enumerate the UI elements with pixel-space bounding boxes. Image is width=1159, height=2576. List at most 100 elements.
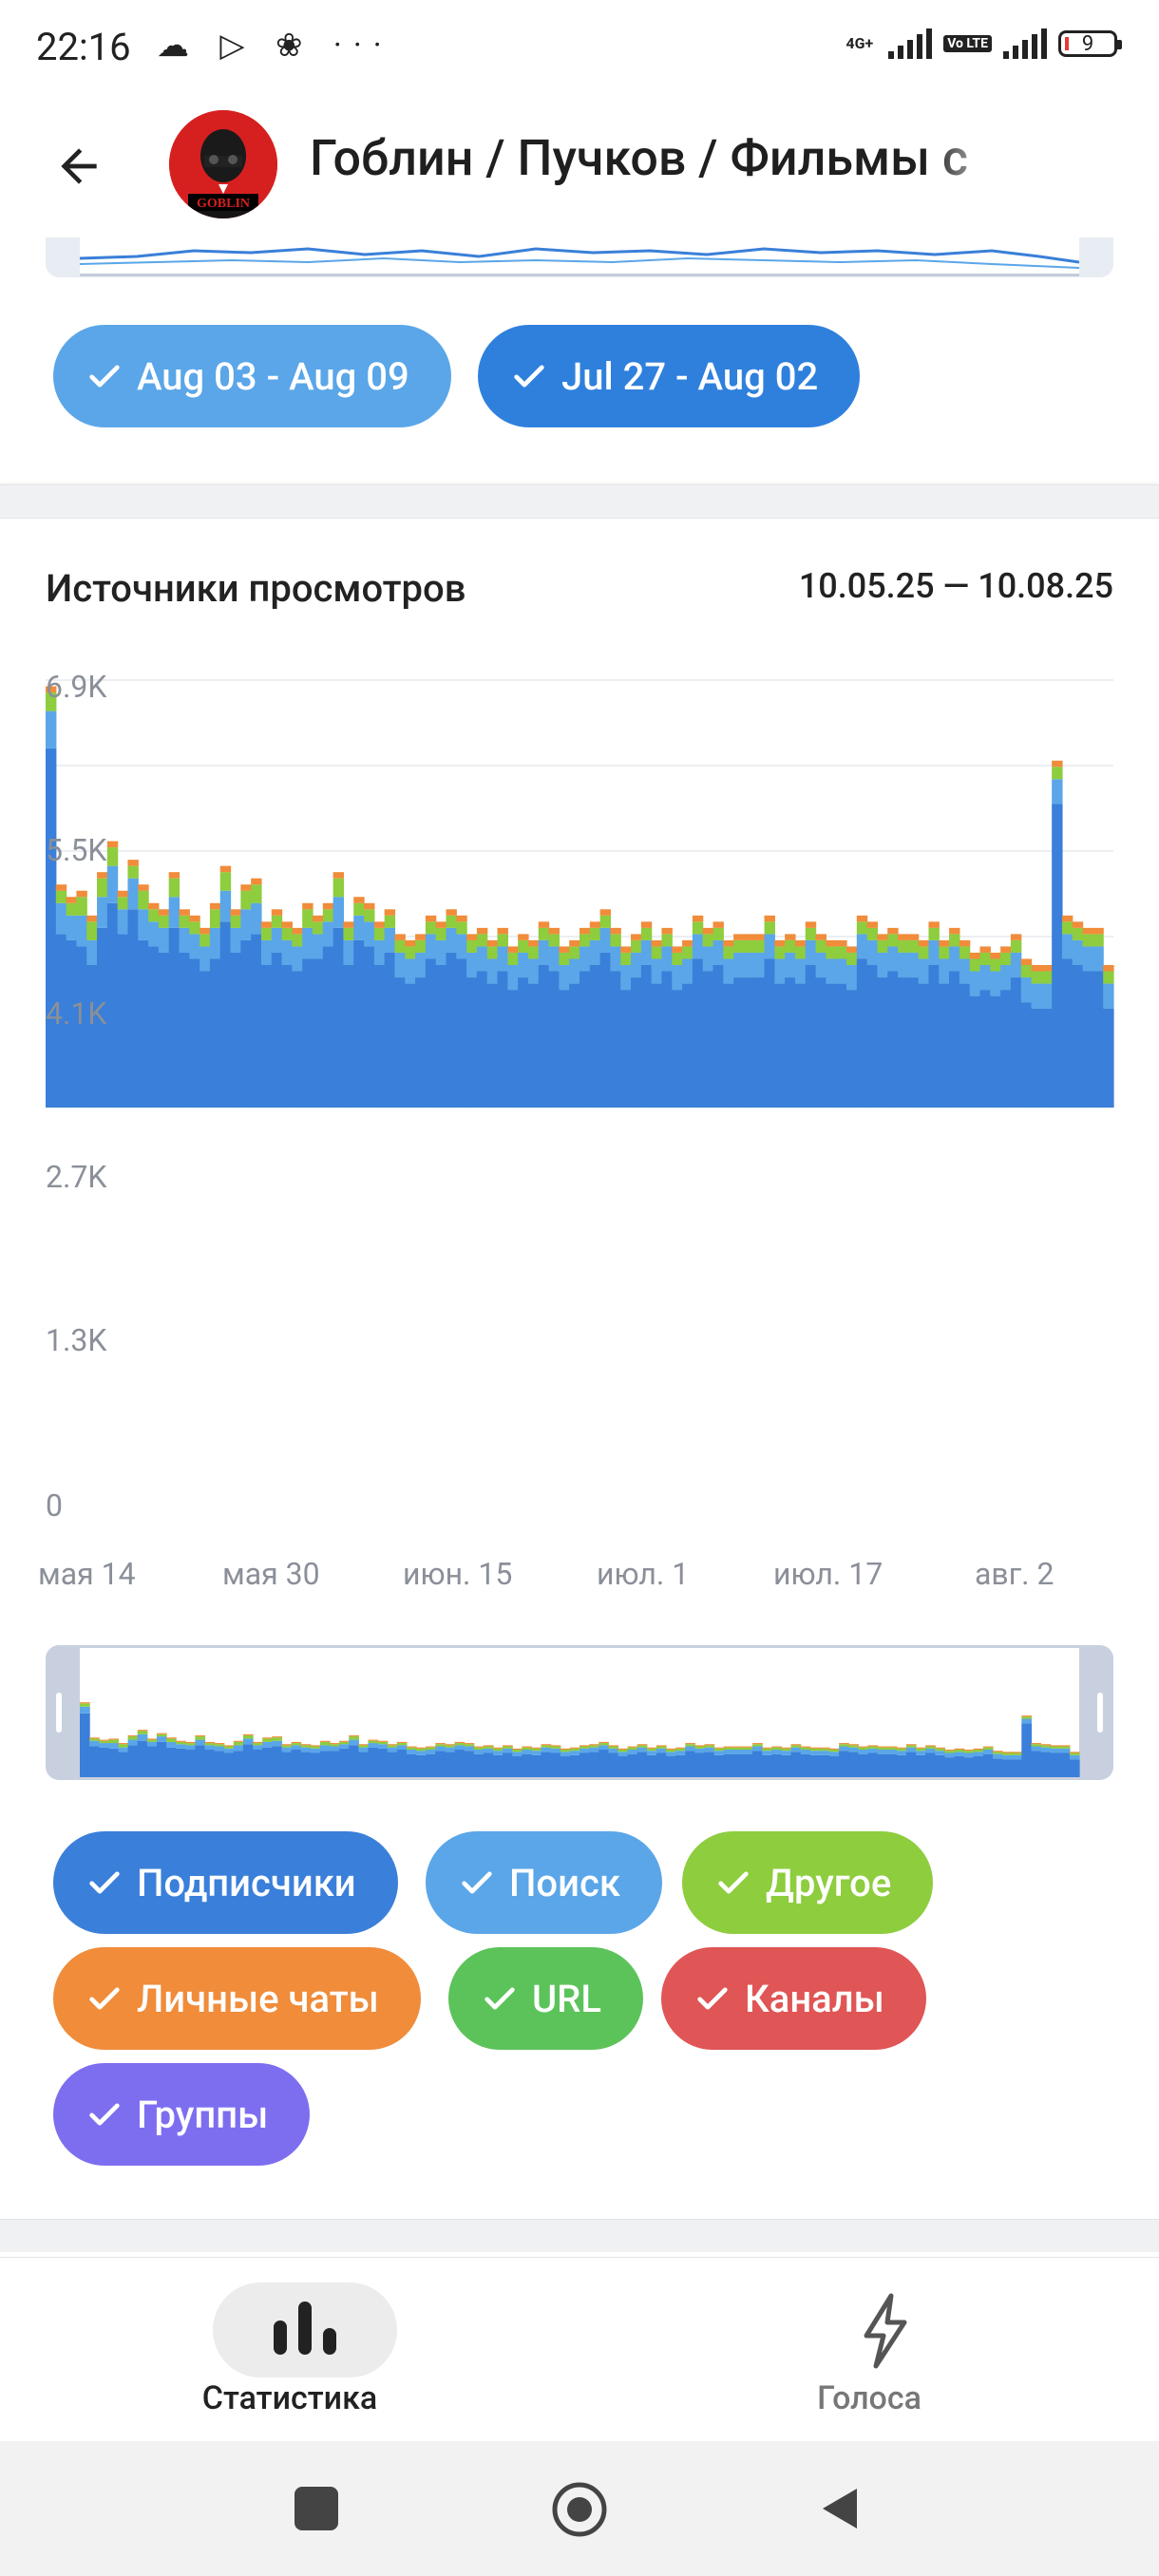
bar-segment	[86, 939, 98, 965]
bar-segment	[117, 890, 129, 898]
bar-segment	[794, 939, 807, 947]
mini-bar-segment	[377, 1748, 389, 1777]
filter-groups[interactable]: Группы	[53, 2063, 311, 2166]
bar-segment	[877, 952, 888, 978]
bar-segment	[322, 909, 334, 922]
mini-bar-segment	[636, 1752, 648, 1777]
mini-bar-segment	[387, 1745, 398, 1748]
filter-subscribers[interactable]: Подписчики	[53, 1831, 398, 1934]
bar-segment	[990, 958, 1001, 972]
bar-segment	[969, 971, 981, 996]
bar-segment	[815, 934, 826, 940]
filter-other[interactable]: Другое	[682, 1831, 934, 1934]
mini-bar-segment	[925, 1745, 936, 1747]
x-tick-label: июл. 17	[773, 1556, 884, 1592]
bar-segment	[548, 934, 560, 947]
bar-segment	[723, 946, 734, 959]
bar-segment	[826, 939, 837, 947]
navigator-left-handle[interactable]	[56, 1693, 62, 1733]
bar-segment	[589, 927, 601, 940]
back-triangle-button[interactable]	[817, 2485, 864, 2532]
mini-bar-segment	[137, 1733, 148, 1741]
navigator-right-handle[interactable]	[1097, 1693, 1103, 1733]
bar-segment	[753, 977, 766, 1108]
bar-segment	[476, 927, 488, 935]
mini-bar-segment	[223, 1752, 235, 1777]
mini-bar-segment	[1069, 1752, 1080, 1755]
mini-bar-segment	[800, 1746, 811, 1748]
mini-bar-segment	[377, 1741, 389, 1745]
mini-bar-segment	[829, 1750, 840, 1752]
bar-segment	[620, 965, 632, 991]
home-button[interactable]	[551, 2481, 608, 2538]
mini-line-chart	[79, 247, 1080, 269]
bar-segment	[1082, 971, 1093, 1108]
mini-bar-segment	[781, 1751, 792, 1755]
bar-segment	[538, 965, 550, 1108]
bar-segment	[794, 983, 807, 1108]
bar-segment	[702, 927, 714, 935]
section-title: Источники просмотров	[46, 566, 466, 611]
mini-bar-segment	[281, 1747, 293, 1752]
mini-bar-segment	[233, 1751, 244, 1777]
mini-bar-segment	[242, 1744, 254, 1777]
bar-segment	[785, 934, 796, 940]
bar-segment	[692, 915, 704, 922]
range-selector-window[interactable]	[79, 237, 1080, 276]
bar-segment	[292, 934, 303, 947]
bar-segment	[313, 958, 324, 1108]
mini-bar-segment	[176, 1741, 186, 1745]
y-tick-label: 1.3K	[46, 1322, 107, 1358]
mini-bar-segment	[1050, 1752, 1061, 1777]
mini-bar-segment	[262, 1737, 273, 1739]
bar-segment	[446, 909, 457, 916]
bar-segment	[877, 934, 888, 940]
mini-bar-segment	[108, 1748, 120, 1777]
bar-segment	[302, 909, 314, 928]
mini-bar-segment	[1021, 1723, 1033, 1777]
mini-bar-segment	[694, 1752, 706, 1777]
back-button[interactable]	[48, 135, 110, 198]
mini-bar-segment	[618, 1755, 629, 1777]
bar-segment	[826, 958, 837, 984]
bar-segment	[631, 939, 642, 953]
mini-bar-segment	[771, 1747, 783, 1751]
bar-segment	[651, 983, 663, 1108]
bar-segment	[979, 952, 991, 965]
bar-segment	[322, 921, 334, 947]
bar-segment	[559, 965, 570, 991]
mini-bar-segment	[963, 1757, 975, 1777]
bar-segment	[313, 915, 324, 922]
filter-search[interactable]: Поиск	[426, 1831, 662, 1934]
mini-bar-segment	[685, 1751, 695, 1777]
bar-segment	[66, 939, 78, 1108]
mini-bar-segment	[877, 1750, 888, 1754]
mini-bar-segment	[598, 1743, 609, 1746]
mini-bar-segment	[483, 1752, 494, 1777]
nav-votes[interactable]: Голоса	[580, 2258, 1159, 2442]
bar-segment	[230, 915, 241, 928]
bar-segment	[805, 921, 817, 928]
chip-jul27-aug02[interactable]: Jul 27 - Aug 02	[478, 325, 861, 427]
range-selector[interactable]	[46, 237, 1113, 277]
channel-avatar[interactable]: GOBLIN	[169, 110, 277, 218]
range-navigator[interactable]	[46, 1645, 1113, 1780]
bar-segment	[979, 990, 991, 1108]
bar-segment	[507, 946, 519, 953]
filter-url[interactable]: URL	[448, 1947, 643, 2050]
mini-bar-segment	[156, 1733, 167, 1734]
chip-aug03-aug09[interactable]: Aug 03 - Aug 09	[53, 325, 451, 427]
bar-segment	[620, 946, 632, 953]
stacked-bar-chart[interactable]	[0, 661, 1159, 1155]
recents-button[interactable]	[294, 2487, 338, 2530]
mini-bar-segment	[272, 1740, 283, 1747]
filter-private-chats[interactable]: Личные чаты	[53, 1947, 421, 2050]
arrow-left-icon	[61, 148, 97, 184]
filter-channels[interactable]: Каналы	[661, 1947, 926, 2050]
bar-segment	[1031, 965, 1042, 972]
bar-segment	[702, 934, 714, 947]
nav-statistics[interactable]: Статистика	[0, 2258, 580, 2442]
bar-segment	[753, 939, 766, 953]
bar-segment	[168, 897, 180, 928]
bar-segment	[219, 872, 232, 891]
